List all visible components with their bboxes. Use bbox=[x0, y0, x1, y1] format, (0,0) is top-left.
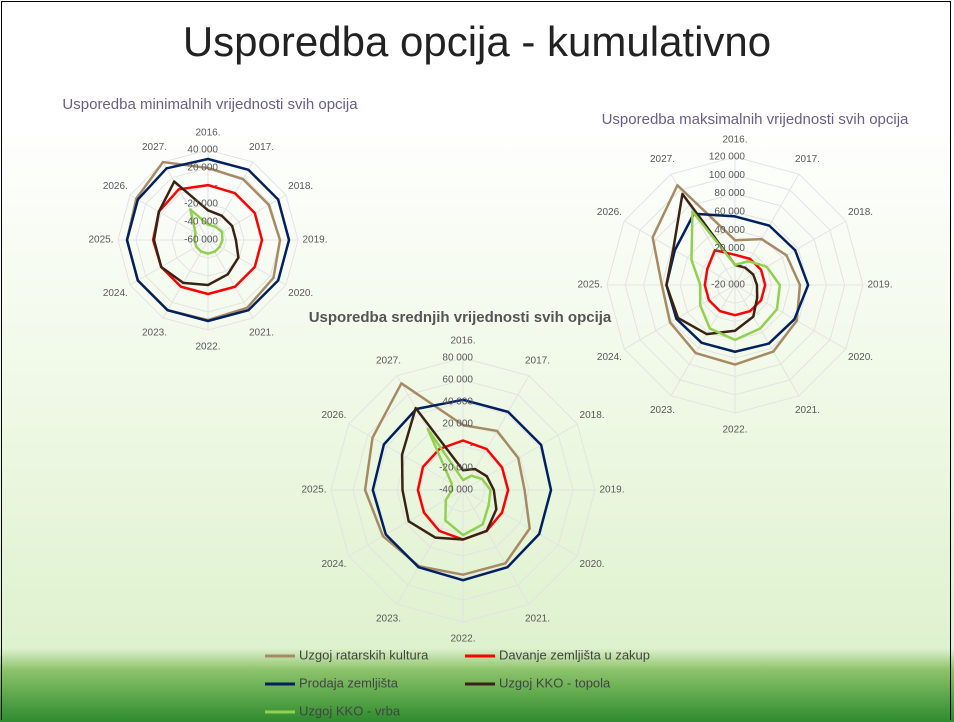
y-tick-label: 80 000 bbox=[714, 188, 745, 199]
radar-line bbox=[690, 210, 782, 342]
category-label: 2022. bbox=[450, 634, 475, 645]
y-tick-label: 120 000 bbox=[709, 152, 746, 163]
y-tick-label: 40 000 bbox=[187, 145, 218, 156]
category-label: 2027. bbox=[650, 154, 675, 165]
category-label: 2016. bbox=[722, 135, 747, 146]
y-tick-label: -40 000 bbox=[439, 485, 473, 496]
category-label: 2027. bbox=[142, 142, 167, 153]
category-label: 2027. bbox=[376, 356, 401, 367]
radar-line bbox=[426, 427, 492, 537]
legend: Uzgoj ratarskih kultura Davanje zemljišta… bbox=[265, 647, 650, 718]
category-label: 2022. bbox=[722, 425, 747, 436]
category-label: 2021. bbox=[249, 327, 274, 338]
spoke bbox=[348, 423, 464, 491]
y-tick-label: 100 000 bbox=[709, 170, 746, 181]
category-label: 2018. bbox=[848, 207, 873, 218]
category-label: 2020. bbox=[288, 288, 313, 299]
category-label: 2018. bbox=[288, 181, 313, 192]
spoke bbox=[623, 284, 736, 350]
y-tick-label: 60 000 bbox=[442, 375, 473, 386]
spoke bbox=[396, 489, 464, 605]
spoke bbox=[670, 173, 736, 286]
category-label: 2021. bbox=[525, 614, 550, 625]
category-label: 2024. bbox=[103, 288, 128, 299]
legend-label: Uzgoj KKO - vrba bbox=[299, 703, 401, 718]
spoke bbox=[162, 239, 209, 319]
radar-line bbox=[152, 180, 240, 287]
y-tick-label: -40 000 bbox=[184, 217, 218, 228]
chart-title: Usporedba srednjih vrijednosti svih opci… bbox=[308, 309, 612, 326]
category-label: 2023. bbox=[142, 327, 167, 338]
category-label: 2017. bbox=[525, 356, 550, 367]
spoke bbox=[129, 239, 209, 286]
radar-line bbox=[703, 248, 767, 317]
category-label: 2021. bbox=[795, 405, 820, 416]
y-tick-label: - bbox=[742, 261, 745, 272]
category-label: 2016. bbox=[450, 336, 475, 347]
category-label: 2025. bbox=[577, 280, 602, 291]
spoke bbox=[623, 220, 736, 286]
category-label: 2025. bbox=[301, 485, 326, 496]
category-label: 2018. bbox=[580, 410, 605, 421]
radar-line bbox=[189, 208, 224, 255]
y-tick-label: 60 000 bbox=[714, 206, 745, 217]
y-tick-label: -20 000 bbox=[711, 280, 745, 291]
y-tick-label: 80 000 bbox=[442, 353, 473, 364]
radar-line bbox=[665, 212, 810, 353]
y-tick-label: - bbox=[470, 441, 473, 452]
category-label: 2019. bbox=[302, 235, 327, 246]
category-label: 2022. bbox=[195, 342, 220, 353]
y-tick-label: -20 000 bbox=[439, 463, 473, 474]
spoke bbox=[207, 239, 254, 319]
spoke bbox=[462, 375, 530, 491]
category-label: 2023. bbox=[376, 614, 401, 625]
legend-label: Uzgoj ratarskih kultura bbox=[299, 647, 429, 662]
y-tick-label: 20 000 bbox=[442, 419, 473, 430]
spoke bbox=[734, 284, 800, 397]
category-label: 2017. bbox=[249, 142, 274, 153]
spoke bbox=[462, 489, 530, 605]
category-label: 2020. bbox=[580, 559, 605, 570]
category-label: 2023. bbox=[650, 405, 675, 416]
spoke bbox=[162, 161, 209, 241]
spoke bbox=[670, 284, 736, 397]
chart-title: Usporedba minimalnih vrijednosti svih op… bbox=[62, 96, 358, 113]
category-label: 2019. bbox=[867, 280, 892, 291]
radar-line bbox=[665, 192, 759, 336]
category-label: 2025. bbox=[88, 235, 113, 246]
radar-line bbox=[651, 183, 802, 366]
y-tick-label: -60 000 bbox=[184, 235, 218, 246]
spoke bbox=[348, 489, 464, 557]
chart-title: Usporedba maksimalnih vrijednosti svih o… bbox=[601, 111, 909, 128]
category-label: 2026. bbox=[103, 181, 128, 192]
legend-label: Uzgoj KKO - topola bbox=[499, 675, 611, 690]
category-label: 2026. bbox=[321, 410, 346, 421]
category-label: 2019. bbox=[599, 485, 624, 496]
legend-label: Davanje zemljišta u zakup bbox=[499, 647, 650, 662]
radar-line bbox=[125, 157, 291, 323]
y-tick-label: - bbox=[215, 181, 218, 192]
category-label: 2024. bbox=[597, 352, 622, 363]
y-tick-label: 20 000 bbox=[714, 243, 745, 254]
y-tick-label: 40 000 bbox=[442, 397, 473, 408]
category-label: 2017. bbox=[795, 154, 820, 165]
category-label: 2020. bbox=[848, 352, 873, 363]
y-tick-label: 20 000 bbox=[187, 163, 218, 174]
spoke bbox=[734, 284, 847, 350]
radar-line bbox=[363, 382, 531, 576]
category-label: 2024. bbox=[321, 559, 346, 570]
spoke bbox=[462, 423, 578, 491]
slide-title: Usporedba opcija - kumulativno bbox=[182, 18, 772, 65]
radar-line bbox=[400, 406, 498, 541]
legend-label: Prodaja zemljišta bbox=[299, 675, 399, 690]
category-label: 2016. bbox=[195, 128, 220, 139]
spoke bbox=[462, 489, 578, 557]
radar-line bbox=[371, 398, 553, 582]
y-tick-label: 40 000 bbox=[714, 225, 745, 236]
category-label: 2026. bbox=[597, 207, 622, 218]
y-tick-label: -20 000 bbox=[184, 199, 218, 210]
